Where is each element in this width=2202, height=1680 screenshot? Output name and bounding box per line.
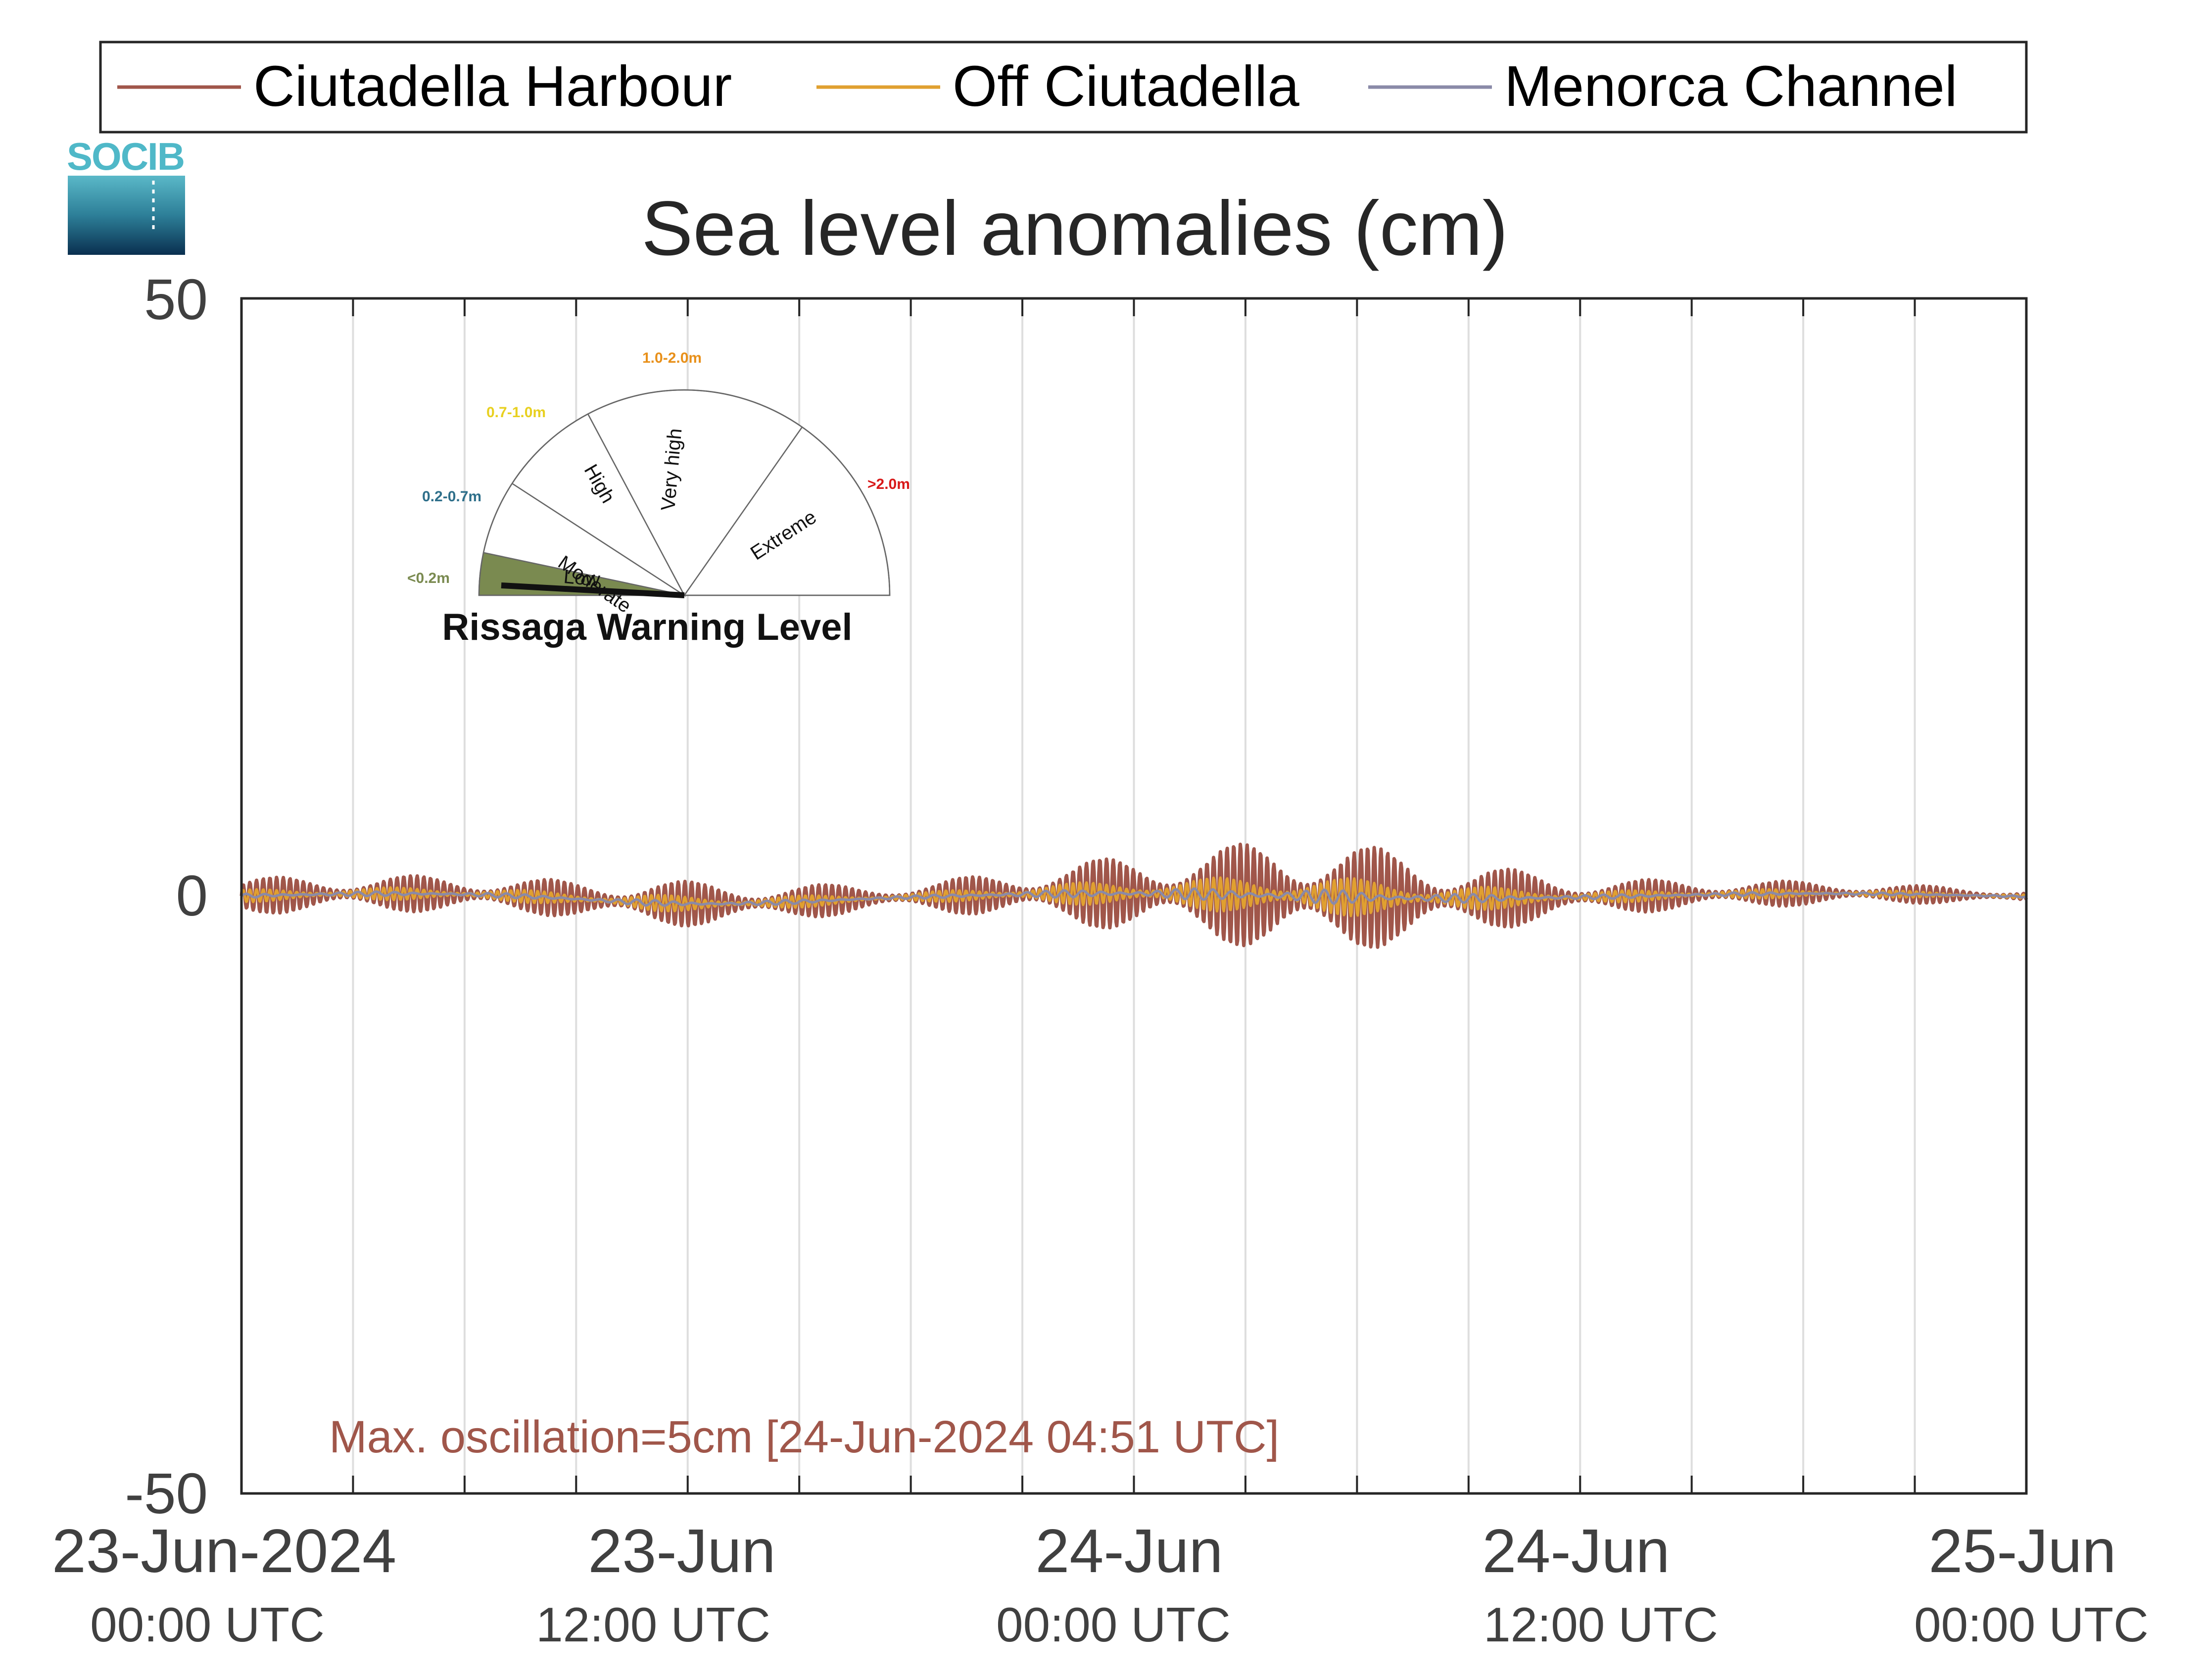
gauge-title: Rissaga Warning Level [442,606,852,648]
x-tick-label-time: 00:00 UTC [1914,1597,2149,1652]
y-tick-label-50: 50 [144,267,208,332]
x-tick-label-time: 12:00 UTC [1484,1597,1718,1652]
x-tick-marks [352,298,1916,1493]
y-axis-labels: 50 0 -50 [125,267,208,1526]
gauge-range-low: <0.2m [407,570,450,586]
logo-wave-block [68,176,185,255]
x-tick-label-date: 23-Jun-2024 [52,1517,396,1585]
legend-label-ciutadella-harbour: Ciutadella Harbour [253,54,732,118]
series-line-off-ciutadella [240,876,2028,917]
gauge-needle [501,582,685,598]
legend-box [99,41,2028,134]
socib-logo: SOCIB [67,135,185,255]
y-tick-label-minus-50: -50 [125,1461,208,1526]
plot-area [239,297,2028,1495]
legend-label-off-ciutadella: Off Ciutadella [953,54,1299,118]
x-tick-label-time: 12:00 UTC [536,1597,770,1652]
x-tick-label-date: 24-Jun [1482,1517,1670,1585]
gauge-range-moderate: 0.2-0.7m [422,488,481,505]
gauge-range-high: 0.7-1.0m [486,404,546,421]
x-tick-label-date: 24-Jun [1035,1517,1223,1585]
x-tick-label-date: 25-Jun [1928,1517,2116,1585]
y-tick-label-0: 0 [176,864,208,928]
x-tick-label-time: 00:00 UTC [996,1597,1231,1652]
max-oscillation-annotation: Max. oscillation=5cm [24-Jun-2024 04:51 … [329,1412,1279,1462]
gauge-outline [478,389,891,596]
legend: Ciutadella Harbour Off Ciutadella Menorc… [99,41,2028,134]
series-group [239,842,2028,949]
chart-title: Sea level anomalies (cm) [641,186,1508,272]
x-axis-labels: 23-Jun-2024 00:00 UTC 23-Jun 12:00 UTC 2… [52,1517,2149,1652]
gauge-range-extreme: >2.0m [867,476,910,492]
gauge-range-very-high: 1.0-2.0m [642,350,702,366]
legend-label-menorca-channel: Menorca Channel [1504,54,1958,118]
x-tick-label-date: 23-Jun [588,1517,775,1585]
rissaga-warning-gauge: Low Moderate High Very high Extreme <0.2… [407,350,910,648]
x-tick-label-time: 00:00 UTC [90,1597,325,1652]
logo-wordmark: SOCIB [67,135,184,178]
series-line-menorca-channel [240,887,2027,907]
